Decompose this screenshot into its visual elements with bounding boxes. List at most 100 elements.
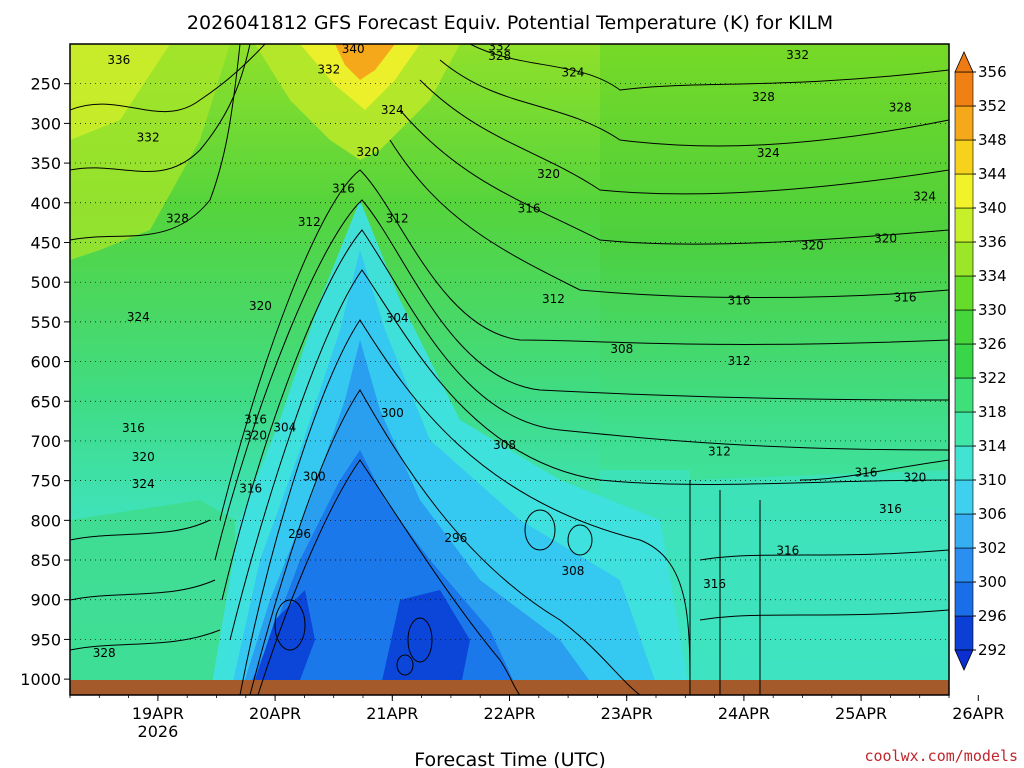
colorbar-label: 302 xyxy=(978,539,1007,557)
colorbar-label: 344 xyxy=(978,165,1007,183)
colorbar-swatch xyxy=(954,309,974,345)
contour-label: 320 xyxy=(356,145,379,159)
colorbar-label: 330 xyxy=(978,301,1007,319)
colorbar-label: 300 xyxy=(978,573,1007,591)
colorbar-label: 318 xyxy=(978,403,1007,421)
y-tick-label: 450 xyxy=(30,233,61,252)
contour-label: 332 xyxy=(137,131,160,145)
contour-label: 300 xyxy=(303,470,326,484)
contour-label: 316 xyxy=(728,293,751,307)
colorbar-swatch xyxy=(954,71,974,107)
contour-label: 296 xyxy=(444,531,467,545)
colorbar-label: 348 xyxy=(978,131,1007,149)
contour-label: 320 xyxy=(249,299,272,313)
contour-label: 324 xyxy=(757,146,780,160)
colorbar-label: 292 xyxy=(978,641,1007,659)
x-tick-label: 24APR xyxy=(718,704,770,723)
colorbar-label: 326 xyxy=(978,335,1007,353)
colorbar-swatch xyxy=(954,377,974,413)
y-axis: 250 300 350 400 450 500 550 600 650 700 750 800 850 9… xyxy=(20,75,70,689)
contour-label: 328 xyxy=(488,49,511,63)
contour-label: 316 xyxy=(332,181,355,195)
colorbar-swatch xyxy=(954,479,974,515)
contour-lines xyxy=(70,44,949,695)
credit-link[interactable]: coolwx.com/models xyxy=(864,747,1018,765)
colorbar-label: 334 xyxy=(978,267,1007,285)
contour-label: 328 xyxy=(93,646,116,660)
contour-label: 308 xyxy=(610,342,633,356)
colorbar-swatch xyxy=(954,275,974,311)
contour-label: 320 xyxy=(801,239,824,253)
contour-label: 316 xyxy=(855,466,878,480)
contour-label: 332 xyxy=(786,48,809,62)
x-tick-label: 20APR xyxy=(249,704,301,723)
colorbar-swatch xyxy=(954,581,974,617)
y-tick-label: 350 xyxy=(30,154,61,173)
x-tick-label: 26APR xyxy=(952,704,1004,723)
contour-label: 320 xyxy=(132,450,155,464)
colorbar-swatch xyxy=(954,445,974,481)
chart-title: 2026041812 GFS Forecast Equiv. Potential… xyxy=(187,12,833,34)
contour-label: 296 xyxy=(288,527,311,541)
contour-label: 340 xyxy=(342,42,365,56)
contour-label: 316 xyxy=(879,502,902,516)
y-tick-label: 750 xyxy=(30,472,61,491)
colorbar-label: 314 xyxy=(978,437,1007,455)
contour-label: 312 xyxy=(728,354,751,368)
y-tick-label: 400 xyxy=(30,194,61,213)
contour-label: 312 xyxy=(542,292,565,306)
contour-label: 312 xyxy=(298,215,321,229)
contour-label: 300 xyxy=(381,406,404,420)
colorbar-label: 310 xyxy=(978,471,1007,489)
contour-label: 328 xyxy=(752,90,775,104)
contour-label: 320 xyxy=(244,428,267,442)
contour-label: 324 xyxy=(132,477,155,491)
colorbar-max-arrow xyxy=(954,51,974,73)
y-tick-label: 1000 xyxy=(20,670,61,689)
contour-label: 324 xyxy=(381,103,404,117)
colorbar-label: 306 xyxy=(978,505,1007,523)
colorbar-min-arrow xyxy=(954,649,974,671)
colorbar-label: 322 xyxy=(978,369,1007,387)
x-tick-label: 25APR xyxy=(835,704,887,723)
colorbar-swatch xyxy=(954,513,974,549)
y-tick-label: 800 xyxy=(30,511,61,530)
colorbar: 356 352 348 344 340 336 334 330 326 322 318 314 310 3… xyxy=(954,51,1007,671)
colorbar-swatch xyxy=(954,105,974,141)
contour-label: 320 xyxy=(903,470,926,484)
y-tick-label: 900 xyxy=(30,591,61,610)
x-tick-sublabel: 2026 xyxy=(138,722,179,741)
contour-label: 304 xyxy=(386,311,409,325)
x-tick-label: 22APR xyxy=(483,704,535,723)
contour-label: 336 xyxy=(107,53,130,67)
y-tick-label: 300 xyxy=(30,114,61,133)
colorbar-label: 296 xyxy=(978,607,1007,625)
ground-surface xyxy=(70,680,949,695)
colorbar-swatch xyxy=(954,241,974,277)
y-tick-label: 950 xyxy=(30,630,61,649)
contour-label: 312 xyxy=(386,212,409,226)
x-tick-label: 23APR xyxy=(601,704,653,723)
contour-label: 320 xyxy=(537,167,560,181)
contour-label: 324 xyxy=(913,189,936,203)
contour-label: 324 xyxy=(562,66,585,80)
contour-label: 308 xyxy=(562,564,585,578)
contour-label: 304 xyxy=(273,420,296,434)
contour-label: 316 xyxy=(518,201,541,215)
field-deepest-blue xyxy=(255,590,470,690)
colorbar-label: 336 xyxy=(978,233,1007,251)
x-tick-label: 21APR xyxy=(366,704,418,723)
colorbar-swatch xyxy=(954,547,974,583)
colorbar-label: 340 xyxy=(978,199,1007,217)
contour-label: 316 xyxy=(244,413,267,427)
y-tick-label: 250 xyxy=(30,75,61,94)
colorbar-swatch xyxy=(954,173,974,209)
field-right-lower xyxy=(600,470,949,695)
contour-label: 316 xyxy=(703,577,726,591)
field-left-low xyxy=(70,500,235,695)
contour-label: 316 xyxy=(894,290,917,304)
